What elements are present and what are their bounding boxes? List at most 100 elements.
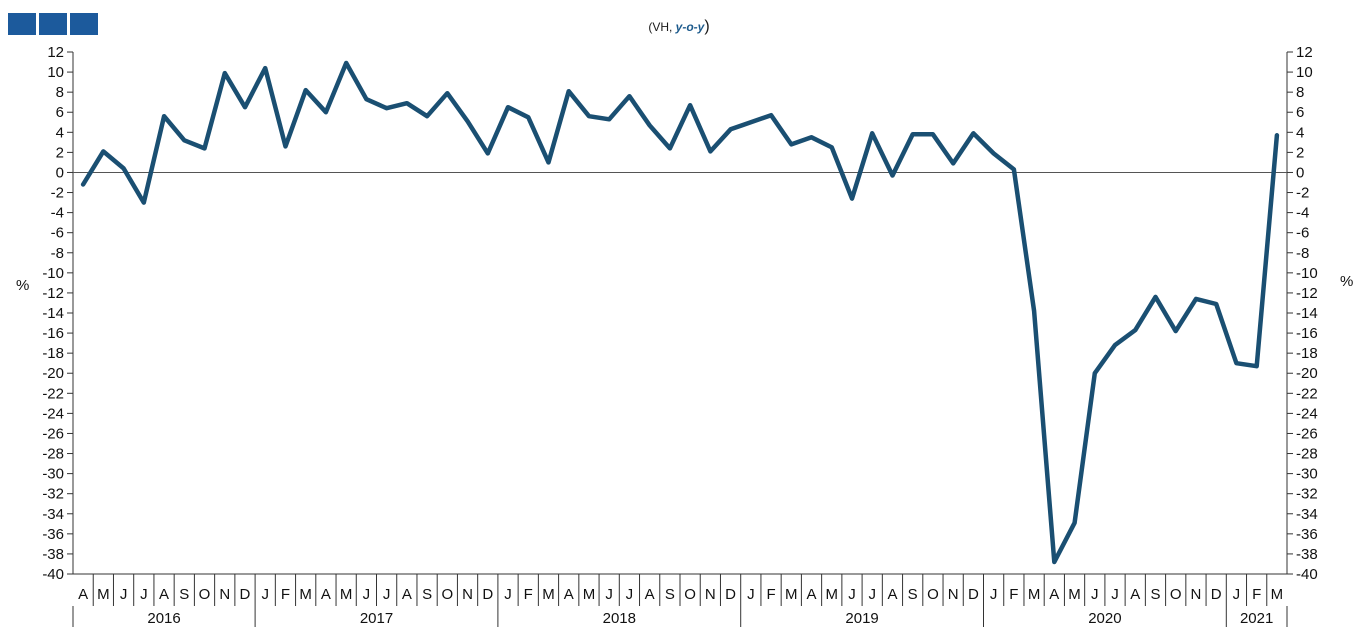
data-point [507, 106, 509, 109]
data-point [163, 115, 165, 118]
y-tick-label-right: 10 [1296, 64, 1313, 81]
y-tick-label-right: -38 [1296, 546, 1318, 563]
x-tick-label: D [240, 586, 251, 603]
y-tick-label-right: 6 [1296, 104, 1304, 121]
data-point [1255, 365, 1258, 368]
data-point [952, 162, 954, 165]
y-tick-label-right: -34 [1296, 506, 1318, 523]
x-tick-label: S [665, 586, 675, 603]
y-tick-label-left: -8 [51, 245, 64, 262]
x-tick-label: J [605, 586, 613, 603]
x-tick-label: M [299, 586, 312, 603]
subtitle-prefix: (VH, [648, 20, 676, 34]
data-point [790, 143, 793, 146]
data-point [709, 150, 712, 153]
data-point [911, 133, 914, 136]
y-tick-label-right: -2 [1296, 185, 1309, 202]
chart-subtitle: (VH, y-o-y) [0, 18, 1358, 36]
y-tick-label-left: -34 [42, 506, 64, 523]
y-tick-label-right: -32 [1296, 486, 1318, 503]
x-tick-label: S [1150, 586, 1160, 603]
y-tick-label-right: 0 [1296, 164, 1304, 181]
data-point [406, 102, 408, 104]
data-point [1073, 522, 1076, 524]
y-tick-label-left: 12 [47, 44, 64, 61]
x-tick-label: D [1211, 586, 1222, 603]
x-tick-label: J [1091, 586, 1099, 603]
x-tick-label: F [1252, 586, 1261, 603]
y-tick-label-left: -38 [42, 546, 64, 563]
x-tick-label: O [1170, 586, 1182, 603]
x-tick-label: N [705, 586, 716, 603]
y-tick-label-left: -2 [51, 185, 64, 202]
year-label: 2019 [845, 610, 878, 627]
year-label: 2020 [1088, 610, 1121, 627]
y-tick-label-left: -30 [42, 466, 64, 483]
data-point [345, 62, 347, 64]
x-tick-label: F [281, 586, 290, 603]
y-tick-label-left: -24 [42, 405, 64, 422]
x-tick-label: A [1130, 586, 1140, 603]
data-point [143, 201, 145, 204]
x-tick-label: A [564, 586, 574, 603]
legend-square-2 [39, 13, 67, 35]
y-tick-label-left: 0 [56, 164, 64, 181]
y-tick-label-left: -12 [42, 285, 64, 302]
year-label: 2018 [603, 610, 636, 627]
x-tick-label: A [159, 586, 169, 603]
y-tick-label-right: -8 [1296, 245, 1309, 262]
data-point [203, 147, 206, 150]
x-tick-label: J [140, 586, 148, 603]
data-point [871, 132, 874, 135]
legend-square-3 [70, 13, 98, 35]
x-tick-label: D [482, 586, 493, 603]
x-tick-label: J [868, 586, 876, 603]
x-tick-label: M [785, 586, 798, 603]
x-tick-label: M [1271, 586, 1284, 603]
data-point [851, 197, 853, 200]
y-tick-label-right: -40 [1296, 566, 1318, 583]
y-tick-label-right: -24 [1296, 405, 1318, 422]
x-tick-label: J [261, 586, 269, 603]
y-tick-label-left: 8 [56, 84, 64, 101]
x-tick-label: D [968, 586, 979, 603]
data-point [669, 147, 671, 150]
x-tick-label: J [990, 586, 998, 603]
x-tick-label: A [402, 586, 412, 603]
y-tick-label-right: -26 [1296, 425, 1318, 442]
y-tick-label-right: -12 [1296, 285, 1318, 302]
data-point [830, 146, 833, 149]
data-point [588, 115, 590, 118]
x-tick-label: M [542, 586, 555, 603]
data-point [122, 167, 125, 170]
y-tick-label-right: 12 [1296, 44, 1313, 61]
data-point [1053, 561, 1056, 563]
x-tick-label: O [684, 586, 696, 603]
data-point [446, 92, 449, 94]
data-point [527, 116, 530, 119]
y-tick-label-right: -20 [1296, 365, 1318, 382]
y-tick-label-right: 8 [1296, 84, 1304, 101]
data-point [325, 111, 327, 114]
data-point [932, 133, 934, 136]
x-tick-label: A [807, 586, 817, 603]
data-point [992, 152, 995, 155]
data-point [891, 174, 894, 177]
data-point [1114, 344, 1116, 346]
y-tick-label-right: -28 [1296, 446, 1318, 463]
x-tick-label: M [1028, 586, 1041, 603]
x-tick-label: F [766, 586, 775, 603]
data-point [547, 161, 550, 164]
data-point [648, 124, 651, 127]
x-tick-label: O [441, 586, 453, 603]
data-point [1154, 296, 1157, 298]
data-point [810, 136, 813, 139]
y-tick-label-right: 4 [1296, 124, 1304, 141]
year-label: 2016 [147, 610, 180, 627]
x-tick-label: N [948, 586, 959, 603]
y-axis-label-right: % [1340, 273, 1353, 290]
data-point [486, 152, 489, 155]
y-tick-label-left: -22 [42, 385, 64, 402]
data-point [1235, 362, 1238, 364]
